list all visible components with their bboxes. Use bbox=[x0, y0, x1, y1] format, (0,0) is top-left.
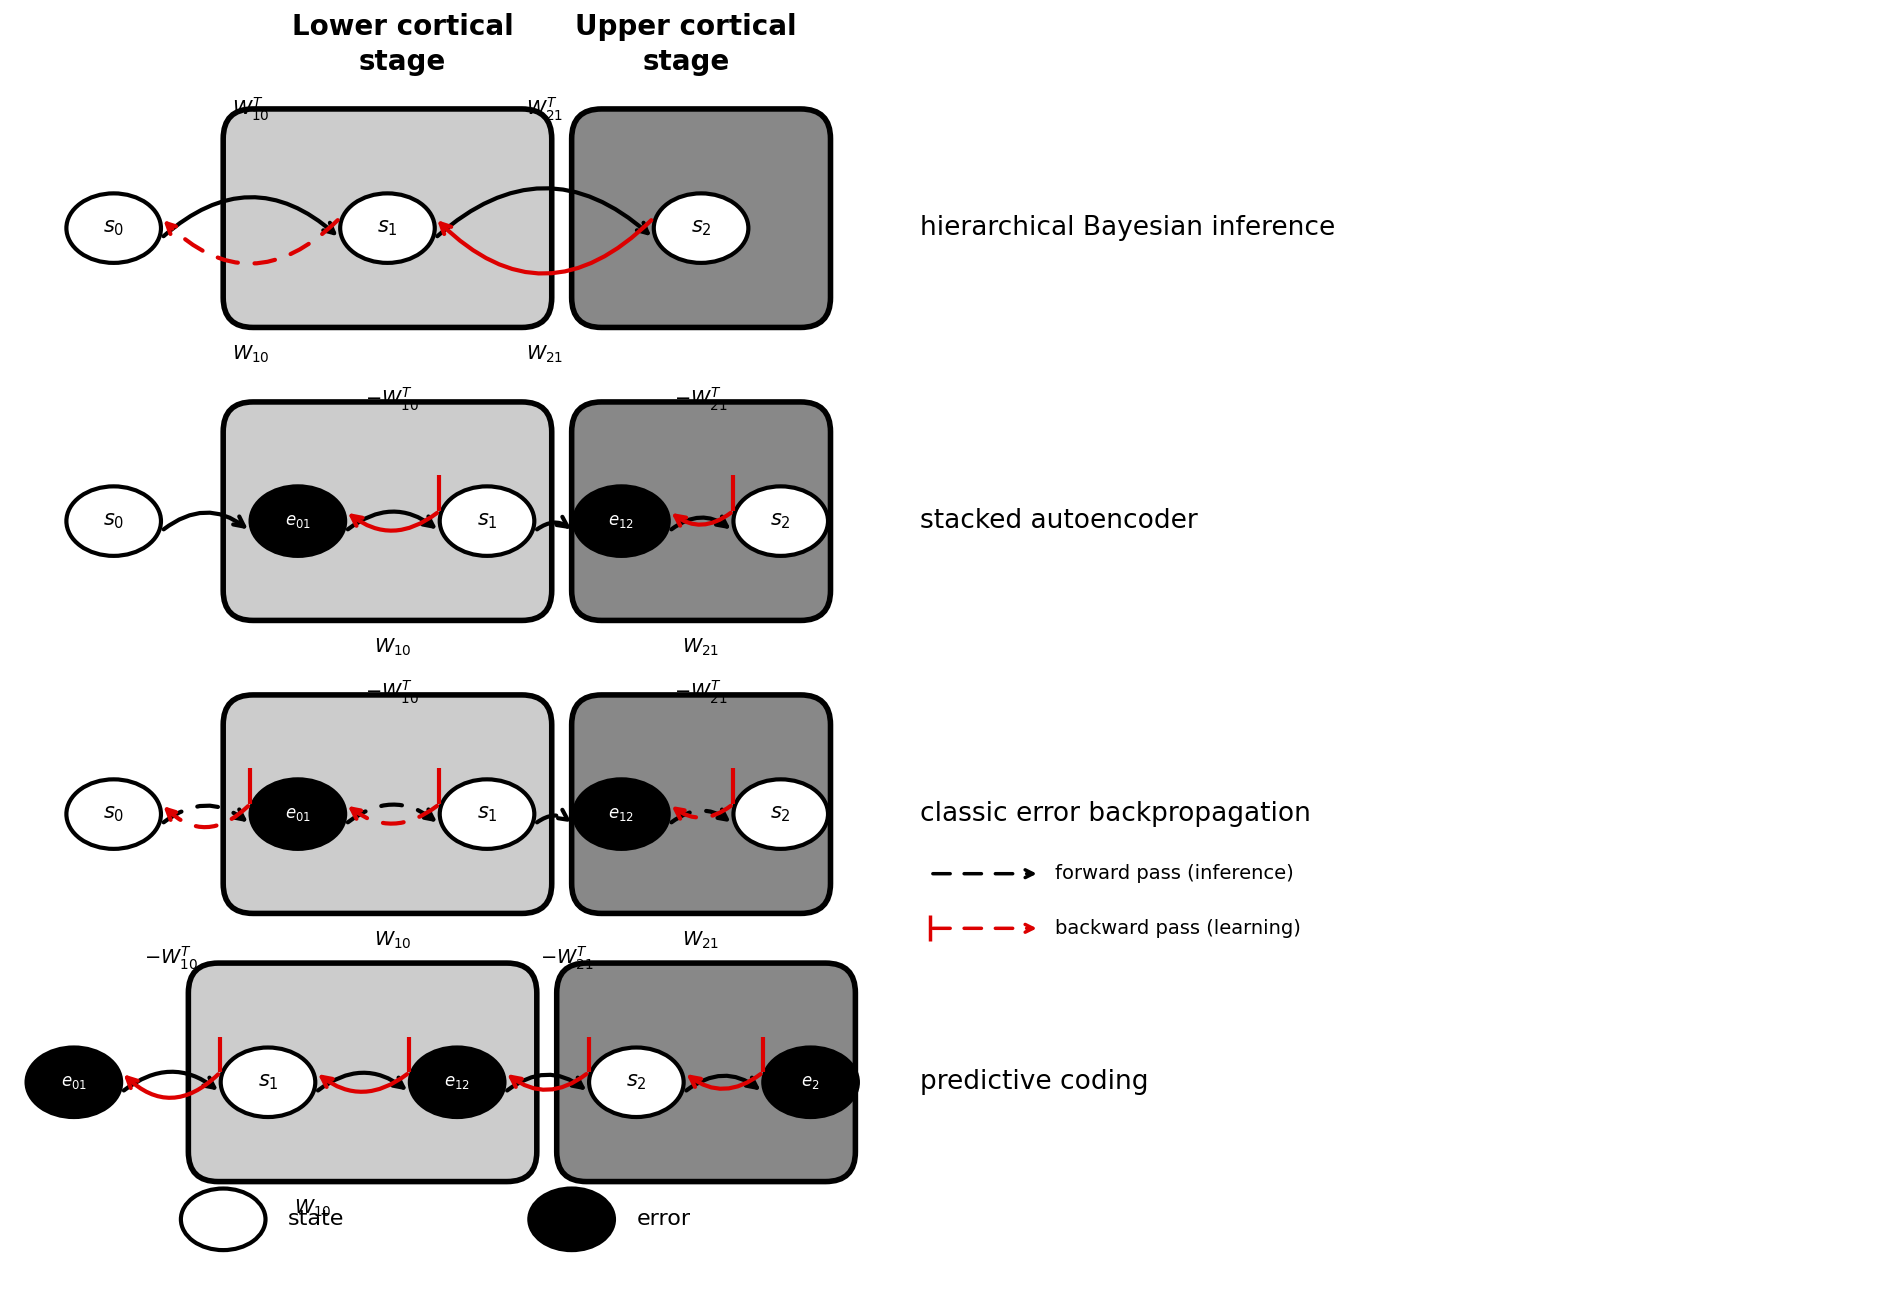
FancyArrowPatch shape bbox=[933, 925, 1033, 932]
FancyArrowPatch shape bbox=[510, 1074, 586, 1090]
Text: classic error backpropagation: classic error backpropagation bbox=[920, 802, 1311, 828]
Text: $W_{21}$: $W_{21}$ bbox=[525, 343, 563, 365]
FancyArrowPatch shape bbox=[127, 1075, 219, 1098]
FancyArrowPatch shape bbox=[348, 512, 433, 530]
FancyBboxPatch shape bbox=[223, 109, 552, 328]
Text: stacked autoencoder: stacked autoencoder bbox=[920, 508, 1198, 534]
Text: $s_2$: $s_2$ bbox=[691, 218, 712, 238]
Text: $-W^T_{21}$: $-W^T_{21}$ bbox=[540, 944, 593, 971]
Ellipse shape bbox=[66, 193, 161, 263]
FancyArrowPatch shape bbox=[671, 517, 727, 530]
Text: $-W^T_{21}$: $-W^T_{21}$ bbox=[674, 385, 727, 413]
FancyArrowPatch shape bbox=[351, 805, 436, 824]
Ellipse shape bbox=[654, 193, 748, 263]
Text: $s_2$: $s_2$ bbox=[771, 804, 791, 824]
FancyBboxPatch shape bbox=[557, 963, 856, 1181]
FancyArrowPatch shape bbox=[321, 1074, 408, 1092]
Text: $s_1$: $s_1$ bbox=[378, 218, 399, 238]
FancyBboxPatch shape bbox=[572, 695, 831, 913]
FancyArrowPatch shape bbox=[166, 805, 247, 828]
Ellipse shape bbox=[574, 487, 669, 556]
Text: $W_{10}$: $W_{10}$ bbox=[232, 343, 270, 365]
Text: $e_{01}$: $e_{01}$ bbox=[285, 805, 312, 824]
FancyArrowPatch shape bbox=[671, 809, 727, 822]
Text: $s_0$: $s_0$ bbox=[104, 804, 125, 824]
Ellipse shape bbox=[66, 780, 161, 848]
FancyArrowPatch shape bbox=[125, 1072, 213, 1090]
Text: Lower cortical
stage: Lower cortical stage bbox=[291, 13, 514, 75]
FancyArrowPatch shape bbox=[351, 513, 436, 531]
FancyArrowPatch shape bbox=[933, 870, 1033, 878]
FancyBboxPatch shape bbox=[223, 401, 552, 620]
Ellipse shape bbox=[410, 1048, 504, 1118]
Ellipse shape bbox=[251, 780, 346, 848]
Text: $-W^T_{21}$: $-W^T_{21}$ bbox=[674, 679, 727, 706]
Text: $e_2$: $e_2$ bbox=[801, 1074, 820, 1092]
Text: $W_{10}$: $W_{10}$ bbox=[295, 1198, 332, 1219]
Text: Upper cortical
stage: Upper cortical stage bbox=[576, 13, 797, 75]
FancyArrowPatch shape bbox=[166, 220, 338, 264]
Text: $s_1$: $s_1$ bbox=[257, 1072, 278, 1092]
Ellipse shape bbox=[26, 1048, 121, 1118]
Text: forward pass (inference): forward pass (inference) bbox=[1054, 864, 1294, 883]
FancyArrowPatch shape bbox=[689, 1074, 761, 1089]
Ellipse shape bbox=[733, 780, 827, 848]
Ellipse shape bbox=[733, 487, 827, 556]
FancyArrowPatch shape bbox=[674, 513, 731, 526]
FancyBboxPatch shape bbox=[223, 695, 552, 913]
FancyArrowPatch shape bbox=[317, 1072, 404, 1090]
FancyArrowPatch shape bbox=[438, 188, 648, 236]
Text: hierarchical Bayesian inference: hierarchical Bayesian inference bbox=[920, 215, 1336, 241]
Text: backward pass (learning): backward pass (learning) bbox=[1054, 919, 1300, 938]
Text: $s_2$: $s_2$ bbox=[771, 512, 791, 531]
Text: $-W^T_{10}$: $-W^T_{10}$ bbox=[144, 944, 198, 971]
FancyArrowPatch shape bbox=[164, 513, 244, 530]
Text: $e_{12}$: $e_{12}$ bbox=[608, 805, 635, 824]
FancyBboxPatch shape bbox=[572, 109, 831, 328]
FancyArrowPatch shape bbox=[164, 805, 244, 822]
Ellipse shape bbox=[221, 1048, 315, 1118]
Ellipse shape bbox=[340, 193, 434, 263]
FancyArrowPatch shape bbox=[348, 804, 433, 822]
Ellipse shape bbox=[529, 1189, 614, 1250]
Text: predictive coding: predictive coding bbox=[920, 1070, 1149, 1096]
Ellipse shape bbox=[251, 487, 346, 556]
Ellipse shape bbox=[589, 1048, 684, 1118]
FancyBboxPatch shape bbox=[572, 401, 831, 620]
Text: $s_1$: $s_1$ bbox=[476, 804, 497, 824]
Text: $W_{21}$: $W_{21}$ bbox=[557, 1198, 595, 1219]
FancyBboxPatch shape bbox=[189, 963, 536, 1181]
Text: state: state bbox=[287, 1210, 344, 1229]
Text: $e_{01}$: $e_{01}$ bbox=[285, 512, 312, 530]
Ellipse shape bbox=[574, 780, 669, 848]
Ellipse shape bbox=[763, 1048, 858, 1118]
Text: $W_{10}$: $W_{10}$ bbox=[374, 637, 412, 658]
Text: $-W^T_{10}$: $-W^T_{10}$ bbox=[365, 385, 419, 413]
Ellipse shape bbox=[440, 487, 535, 556]
Text: $W_{10}$: $W_{10}$ bbox=[374, 930, 412, 951]
Text: $s_2$: $s_2$ bbox=[625, 1072, 646, 1092]
Text: $W^T_{21}$: $W^T_{21}$ bbox=[525, 96, 563, 123]
FancyArrowPatch shape bbox=[674, 805, 731, 818]
FancyArrowPatch shape bbox=[440, 220, 652, 273]
FancyArrowPatch shape bbox=[506, 1075, 582, 1090]
FancyArrowPatch shape bbox=[536, 809, 567, 822]
Text: $W_{21}$: $W_{21}$ bbox=[682, 930, 720, 951]
Text: $s_0$: $s_0$ bbox=[104, 218, 125, 238]
Text: $e_{01}$: $e_{01}$ bbox=[60, 1074, 87, 1092]
Ellipse shape bbox=[66, 487, 161, 556]
Text: $W_{21}$: $W_{21}$ bbox=[682, 637, 720, 658]
Text: $e_{12}$: $e_{12}$ bbox=[444, 1074, 470, 1092]
Text: $-W^T_{10}$: $-W^T_{10}$ bbox=[365, 679, 419, 706]
FancyArrowPatch shape bbox=[686, 1076, 757, 1090]
Ellipse shape bbox=[440, 780, 535, 848]
Text: $s_1$: $s_1$ bbox=[476, 512, 497, 531]
Ellipse shape bbox=[181, 1189, 266, 1250]
Text: $e_{12}$: $e_{12}$ bbox=[608, 512, 635, 530]
FancyArrowPatch shape bbox=[536, 517, 567, 530]
FancyArrowPatch shape bbox=[164, 197, 334, 236]
Text: error: error bbox=[637, 1210, 691, 1229]
Text: $W^T_{10}$: $W^T_{10}$ bbox=[232, 96, 270, 123]
Text: $s_0$: $s_0$ bbox=[104, 512, 125, 531]
